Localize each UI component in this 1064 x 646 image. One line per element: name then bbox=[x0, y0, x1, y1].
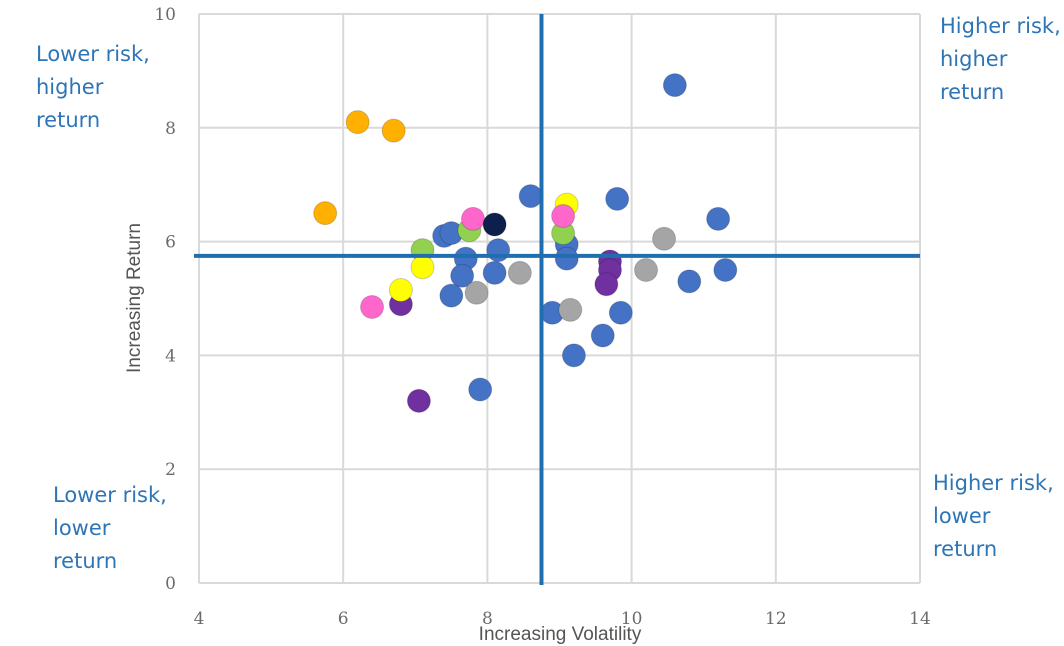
x-tick-label: 10 bbox=[621, 609, 643, 629]
data-point-blue bbox=[608, 300, 633, 325]
data-point-yellow bbox=[388, 277, 413, 302]
data-point-blue bbox=[713, 258, 738, 283]
data-point-blue bbox=[486, 238, 511, 263]
data-point-blue bbox=[590, 323, 615, 348]
quadrant-label-bottom-left: Lower risk, lower return bbox=[53, 483, 167, 573]
quadrant-label-top-right: Higher risk, higher return bbox=[940, 14, 1061, 104]
data-point-blue bbox=[518, 184, 543, 209]
data-point-blue bbox=[706, 206, 731, 231]
x-axis-title: Increasing Volatility bbox=[479, 624, 642, 645]
data-point-orange bbox=[313, 201, 338, 226]
reference-lines bbox=[194, 14, 920, 585]
y-tick-label: 0 bbox=[165, 574, 176, 594]
y-tick-label: 8 bbox=[165, 119, 176, 139]
data-point-purple bbox=[594, 272, 619, 297]
data-point-blue bbox=[561, 343, 586, 368]
quadrant-label-top-left: Lower risk, higher return bbox=[36, 42, 150, 132]
data-point-pink bbox=[460, 206, 485, 231]
data-point-blue bbox=[605, 186, 630, 211]
data-point-orange bbox=[345, 110, 370, 135]
grid-lines bbox=[198, 13, 921, 584]
y-tick-label: 2 bbox=[165, 460, 176, 480]
x-tick-label: 4 bbox=[194, 609, 205, 629]
data-point-blue bbox=[554, 246, 579, 271]
data-point-gray bbox=[507, 260, 532, 285]
data-point-blue bbox=[662, 73, 687, 98]
tick-labels: 4 6 8 10 12 14 0 2 4 6 8 10 bbox=[154, 5, 930, 629]
data-point-blue bbox=[439, 283, 464, 308]
y-tick-label: 10 bbox=[154, 5, 176, 25]
data-point-pink bbox=[551, 203, 576, 228]
data-point-gray bbox=[634, 258, 659, 283]
data-point-blue bbox=[482, 260, 507, 285]
data-point-blue bbox=[468, 377, 493, 402]
quadrant-label-bottom-right: Higher risk, lower return bbox=[933, 471, 1054, 561]
data-points bbox=[313, 73, 738, 413]
data-point-purple bbox=[406, 388, 431, 413]
data-point-blue bbox=[450, 263, 475, 288]
x-tick-label: 6 bbox=[338, 609, 349, 629]
data-point-yellow bbox=[410, 255, 435, 280]
x-tick-label: 8 bbox=[482, 609, 493, 629]
x-tick-label: 12 bbox=[765, 609, 787, 629]
data-point-navy bbox=[482, 212, 507, 237]
y-tick-label: 4 bbox=[165, 346, 176, 366]
data-point-gray bbox=[558, 297, 583, 322]
y-axis-title: Increasing Return bbox=[124, 223, 145, 373]
data-point-blue bbox=[677, 269, 702, 294]
data-point-gray bbox=[464, 280, 489, 305]
data-point-orange bbox=[381, 118, 406, 143]
data-point-pink bbox=[360, 295, 385, 320]
data-point-gray bbox=[652, 226, 677, 251]
x-tick-label: 14 bbox=[909, 609, 931, 629]
y-tick-label: 6 bbox=[165, 233, 176, 253]
